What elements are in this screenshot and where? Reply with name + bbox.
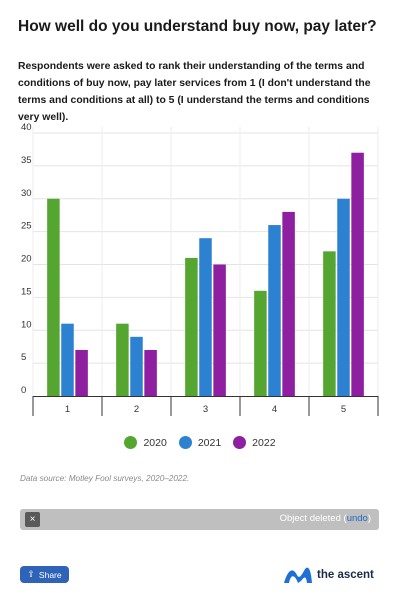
y-tick-label: 10 <box>21 319 32 330</box>
share-icon: ⇪ <box>27 569 35 579</box>
brand-mark-icon <box>284 567 312 583</box>
y-tick-label: 20 <box>21 254 32 265</box>
y-tick-label: 15 <box>21 286 32 297</box>
data-source-note: Data source: Motley Fool surveys, 2020–2… <box>20 474 190 483</box>
bar-chart: 0 5 10 15 20 25 30 35 40 1 2 3 4 5 <box>21 122 379 416</box>
y-tick-label: 40 <box>21 122 32 133</box>
y-tick-label: 30 <box>21 188 32 199</box>
brand-name: the ascent <box>317 569 374 581</box>
x-tick-label: 3 <box>203 404 208 415</box>
legend-swatch <box>124 436 138 449</box>
bar-2021-1 <box>61 323 74 396</box>
x-tick-label: 2 <box>134 404 139 415</box>
bar-2020-5 <box>323 251 336 396</box>
legend-item-2022: 2022 <box>233 436 276 449</box>
legend-label: 2020 <box>143 436 167 449</box>
chart-subtitle: Respondents were asked to rank their und… <box>18 61 371 123</box>
x-tick-label: 5 <box>341 404 346 415</box>
bar-2021-5 <box>337 198 350 396</box>
chart-title: How well do you understand buy now, pay … <box>18 18 377 35</box>
undo-link[interactable]: undo <box>346 513 368 524</box>
y-tick-label: 25 <box>21 221 32 232</box>
bar-2022-1 <box>75 349 88 396</box>
legend-swatch <box>178 436 192 449</box>
deleted-toast: × Object deleted (undo) <box>20 509 379 530</box>
legend-item-2020: 2020 <box>124 436 167 449</box>
y-tick-label: 5 <box>21 352 26 363</box>
toast-paren-open: ( <box>340 513 347 524</box>
bar-2022-4 <box>282 211 295 396</box>
legend-label: 2022 <box>252 436 276 449</box>
bar-2020-2 <box>116 323 129 396</box>
bar-2022-2 <box>144 349 157 396</box>
bar-2020-1 <box>47 198 60 396</box>
x-tick-label: 4 <box>272 404 277 415</box>
bar-2020-3 <box>185 257 198 396</box>
legend-swatch <box>233 436 247 449</box>
bar-2021-4 <box>268 225 281 396</box>
bar-2022-3 <box>213 264 226 396</box>
bar-2020-4 <box>254 290 267 396</box>
legend-label: 2021 <box>197 436 222 449</box>
y-tick-label: 35 <box>21 155 32 166</box>
chart-legend: 2020 2021 2022 <box>0 436 400 449</box>
toast-paren-close: ) <box>367 513 371 524</box>
bar-2021-2 <box>130 336 143 396</box>
toast-text: Object deleted <box>279 513 341 524</box>
share-label: Share <box>38 569 62 580</box>
legend-item-2021: 2021 <box>178 436 222 449</box>
x-tick-label: 1 <box>65 404 70 415</box>
bar-2022-5 <box>351 152 364 396</box>
brand-logo: the ascent <box>283 561 383 589</box>
bar-2021-3 <box>199 238 212 396</box>
toast-message: Object deleted (undo) <box>280 513 371 524</box>
share-button[interactable]: ⇪ Share <box>20 566 69 583</box>
close-icon[interactable]: × <box>25 512 40 527</box>
y-tick-label: 0 <box>21 385 26 396</box>
